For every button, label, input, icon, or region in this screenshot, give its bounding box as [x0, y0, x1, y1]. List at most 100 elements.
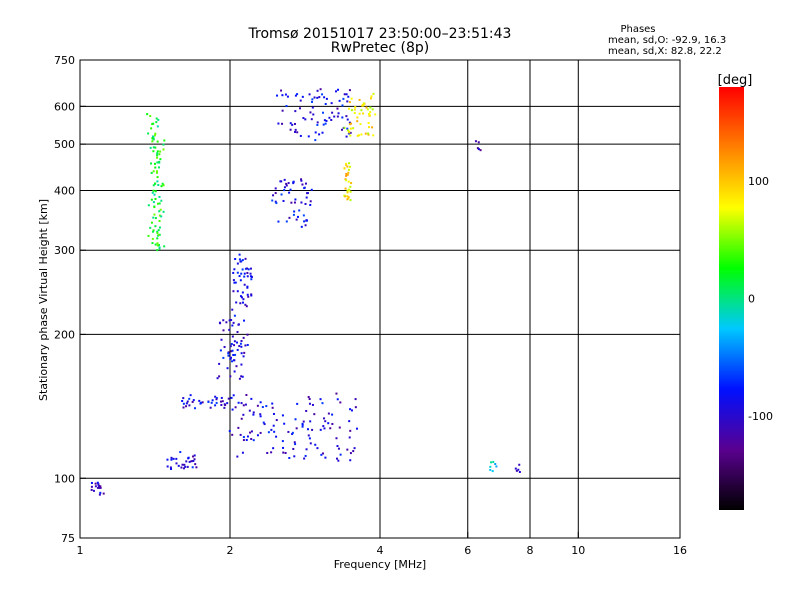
echo-point	[150, 127, 153, 130]
echo-point	[157, 166, 160, 169]
echo-point	[156, 249, 159, 252]
echo-point	[218, 375, 221, 378]
echo-point	[160, 199, 163, 202]
echo-point	[302, 117, 305, 120]
echo-point	[265, 405, 268, 408]
echo-point	[233, 281, 236, 284]
echo-point	[262, 421, 265, 424]
echo-point	[158, 233, 161, 236]
echo-point	[241, 375, 244, 378]
echo-point	[154, 132, 157, 135]
echo-point	[242, 355, 245, 358]
echo-point	[341, 128, 344, 131]
echo-point	[345, 179, 348, 182]
echo-point	[277, 220, 280, 223]
echo-point	[316, 123, 319, 126]
echo-point	[149, 146, 152, 149]
echo-point	[192, 455, 195, 458]
echo-point	[227, 397, 230, 400]
echo-point	[238, 275, 241, 278]
echo-point	[192, 399, 195, 402]
echo-point	[154, 190, 157, 193]
echo-point	[163, 245, 166, 248]
echo-point	[236, 341, 239, 344]
echo-point	[247, 268, 250, 271]
echo-point	[90, 481, 93, 484]
echo-point	[296, 131, 299, 134]
echo-point	[220, 338, 223, 341]
echo-point	[305, 219, 308, 222]
echo-point	[339, 401, 342, 404]
echo-point	[227, 352, 230, 355]
echo-point	[160, 215, 163, 218]
echo-point	[249, 267, 252, 270]
echo-point	[316, 96, 319, 99]
echo-point	[292, 182, 295, 185]
echo-point	[322, 452, 325, 455]
echo-point	[356, 116, 359, 119]
echo-point	[342, 97, 345, 100]
echo-point	[232, 271, 235, 274]
echo-point	[280, 193, 283, 196]
echo-point	[365, 106, 368, 109]
echo-point	[354, 406, 357, 409]
echo-point	[152, 170, 155, 173]
echo-point	[241, 296, 244, 299]
echo-point	[282, 451, 285, 454]
echo-point	[150, 171, 153, 174]
echo-point	[335, 392, 338, 395]
echo-point	[236, 271, 239, 274]
echo-point	[293, 201, 296, 204]
echo-point	[283, 422, 286, 425]
echo-point	[337, 88, 340, 91]
echo-point	[191, 400, 194, 403]
echo-point	[243, 319, 246, 322]
echo-point	[175, 457, 178, 460]
echo-point	[321, 93, 324, 96]
echo-point	[291, 123, 294, 126]
echo-point	[292, 181, 295, 184]
echo-point	[156, 180, 159, 183]
echo-point	[246, 267, 249, 270]
echo-point	[229, 375, 232, 378]
echo-point	[280, 89, 283, 92]
echo-point	[243, 272, 246, 275]
echo-point	[331, 422, 334, 425]
echo-point	[241, 268, 244, 271]
echo-point	[231, 308, 234, 311]
echo-point	[157, 229, 160, 232]
echo-point	[158, 214, 161, 217]
echo-point	[305, 448, 308, 451]
echo-point	[374, 113, 377, 116]
echo-point	[231, 324, 234, 327]
echo-point	[152, 189, 155, 192]
echo-point	[348, 107, 351, 110]
echo-point	[162, 210, 165, 213]
echo-point	[152, 201, 155, 204]
echo-point	[230, 350, 233, 353]
echo-point	[169, 466, 172, 469]
echo-point	[349, 408, 352, 411]
echo-point	[194, 463, 197, 466]
echo-point	[349, 165, 352, 168]
echo-point	[298, 107, 301, 110]
echo-point	[349, 185, 352, 188]
echo-point	[305, 196, 308, 199]
echo-point	[301, 95, 304, 98]
echo-point	[156, 140, 159, 143]
echo-point	[359, 123, 362, 126]
echo-point	[270, 451, 273, 454]
echo-point	[185, 460, 188, 463]
echo-point	[223, 406, 226, 409]
echo-point	[349, 199, 352, 202]
echo-point	[186, 400, 189, 403]
echo-point	[324, 102, 327, 105]
echo-point	[152, 150, 155, 153]
echo-point	[151, 123, 154, 126]
echo-point	[233, 340, 236, 343]
echo-point	[102, 492, 105, 495]
echo-point	[333, 115, 336, 118]
echo-point	[195, 466, 198, 469]
echo-point	[281, 109, 284, 112]
echo-point	[232, 353, 235, 356]
